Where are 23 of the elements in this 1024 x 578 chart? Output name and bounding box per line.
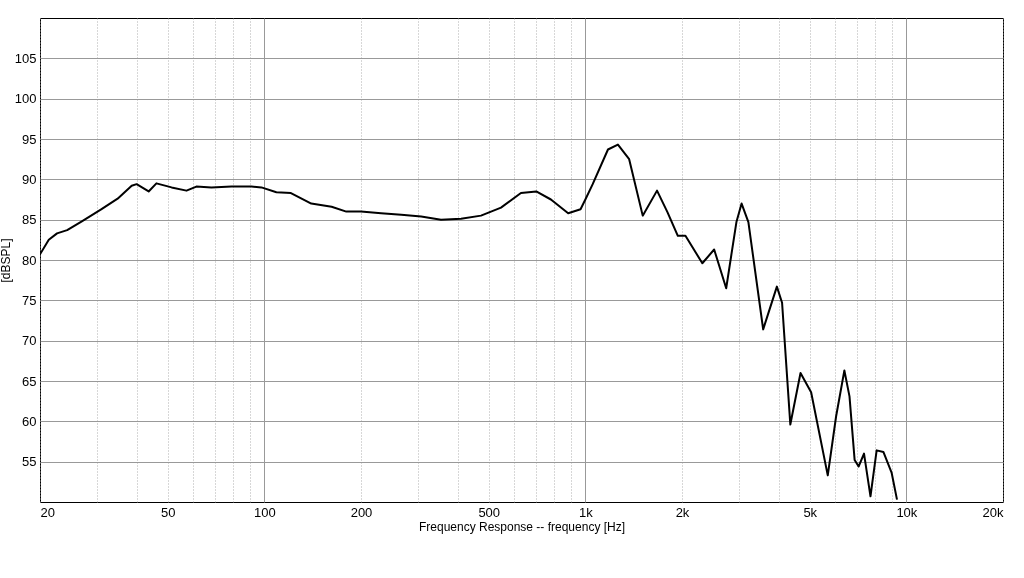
x-tick-label: 1k (579, 504, 594, 520)
y-tick-label: 65 (22, 373, 37, 389)
y-tick-label: 100 (14, 91, 37, 107)
y-tick-label: 55 (22, 454, 37, 470)
x-tick-label: 2k (675, 504, 690, 520)
y-tick-label: 75 (22, 292, 37, 308)
y-tick-label: 60 (22, 413, 37, 429)
y-axis-title: [dBSPL] (0, 238, 13, 283)
y-tick-label: 90 (22, 171, 37, 187)
x-tick-label: 500 (478, 504, 501, 520)
x-tick-label: 10k (896, 504, 918, 520)
x-tick-label: 50 (161, 504, 176, 520)
x-axis-title: Frequency Response -- frequency [Hz] (418, 519, 626, 534)
x-tick-label: 200 (350, 504, 373, 520)
y-tick-label: 95 (22, 131, 37, 147)
x-tick-label: 20k (982, 504, 1004, 520)
x-tick-label: 5k (803, 504, 818, 520)
x-tick-label: 20 (40, 504, 55, 520)
x-tick-label: 100 (254, 504, 276, 520)
y-tick-label: 85 (22, 212, 37, 228)
y-tick-label: 105 (14, 50, 37, 66)
y-tick-label: 70 (22, 333, 37, 349)
y-tick-label: 80 (22, 252, 37, 268)
